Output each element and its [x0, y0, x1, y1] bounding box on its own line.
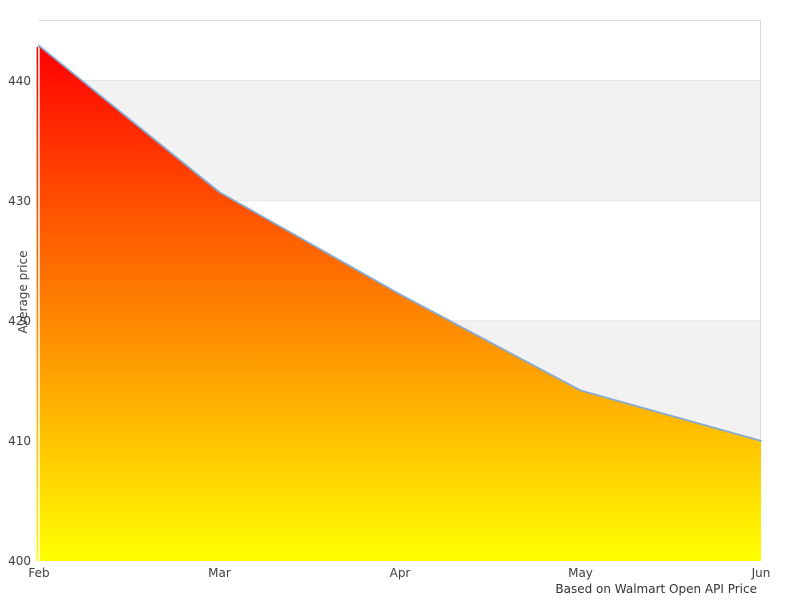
area-fill: [39, 45, 761, 562]
y-tick-label: 410: [8, 433, 31, 448]
x-tick-label: Jun: [751, 566, 771, 580]
x-tick-label: Feb: [28, 566, 50, 580]
y-axis-title: Average price: [16, 250, 30, 334]
series-line: [38, 44, 762, 442]
x-tick-label: Mar: [208, 566, 231, 580]
area-series: [36, 44, 762, 562]
y-tick-label: 440: [8, 73, 31, 88]
y-tick-label: 430: [8, 193, 31, 208]
x-tick-label: Apr: [389, 566, 411, 580]
chart-caption: Based on Walmart Open API Price: [555, 582, 757, 596]
x-tick-label: May: [568, 566, 593, 580]
y-tick-label: 420: [8, 313, 31, 328]
y-tick-label: 400: [8, 554, 31, 568]
